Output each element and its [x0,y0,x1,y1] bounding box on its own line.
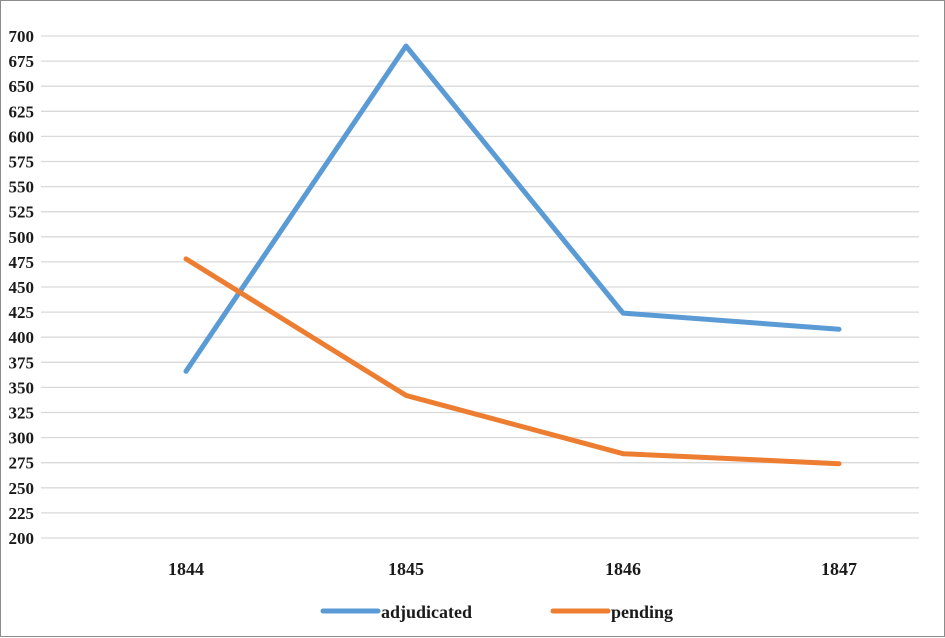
y-tick-label: 400 [9,328,35,347]
y-tick-label: 650 [9,77,35,96]
y-tick-label: 450 [9,278,35,297]
y-tick-label: 550 [9,178,35,197]
y-tick-label: 250 [9,479,35,498]
y-tick-label: 350 [9,378,35,397]
y-tick-label: 700 [9,27,35,46]
y-tick-label: 225 [9,504,35,523]
y-tick-label: 425 [9,303,35,322]
y-tick-label: 300 [9,429,35,448]
x-tick-label: 1845 [388,559,424,579]
y-tick-label: 675 [9,52,35,71]
x-tick-label: 1844 [168,559,204,579]
x-axis-ticks: 1844 1845 1846 1847 [168,559,857,579]
y-tick-label: 600 [9,127,35,146]
y-tick-label: 275 [9,454,35,473]
y-tick-label: 475 [9,253,35,272]
x-tick-label: 1846 [605,559,641,579]
y-tick-label: 500 [9,228,35,247]
y-axis-ticks: 200 225 250 275 300 325 350 375 400 425 450 475 500 5… [9,27,35,548]
x-tick-label: 1847 [821,559,857,579]
legend: adjudicated pending [320,602,673,622]
y-tick-label: 575 [9,153,35,172]
y-tick-label: 525 [9,203,35,222]
series-lines [183,43,842,467]
legend-label-pending: pending [611,602,673,622]
y-tick-label: 200 [9,529,35,548]
y-tick-label: 325 [9,404,35,423]
y-tick-label: 375 [9,353,35,372]
legend-label-adjudicated: adjudicated [381,602,472,622]
y-tick-label: 625 [9,102,35,121]
series-line-pending [183,256,842,467]
series-line-adjudicated [183,43,842,374]
